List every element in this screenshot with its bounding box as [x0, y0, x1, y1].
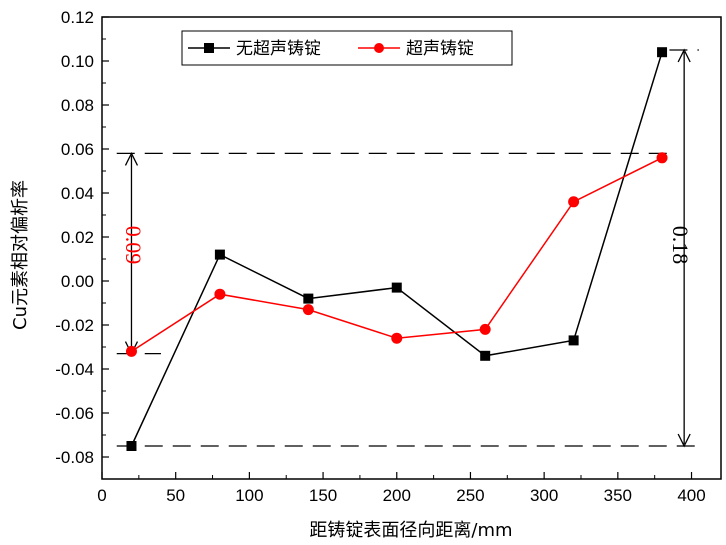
annotation-arrow-head-top-0: [124, 151, 139, 166]
plot-frame: [101, 16, 722, 480]
y-tick-label: -0.02: [55, 316, 94, 335]
data-point-circle: [656, 152, 668, 164]
x-tick-label: 150: [309, 486, 337, 505]
data-point-square: [214, 249, 225, 260]
series-layer: [125, 47, 668, 451]
data-point-square: [303, 293, 314, 304]
x-tick-label: 200: [383, 486, 411, 505]
x-tick-label: 250: [456, 486, 484, 505]
annotation-arrow-head-top-1: [677, 48, 691, 63]
x-axis-title: 距铸锭表面径向距离/mm: [309, 520, 512, 541]
legend-marker-no-ultrasonic: [204, 43, 214, 53]
y-tick-label: 0.06: [61, 140, 94, 159]
reference-lines: [116, 49, 699, 447]
annotation-arrow-head-bottom-1: [677, 433, 691, 448]
y-tick-label: 0.10: [61, 52, 94, 71]
y-tick-label: 0.12: [61, 8, 94, 27]
annotation-label-0.09: 0.09: [121, 226, 146, 265]
legend-label-no-ultrasonic: 无超声铸锭: [236, 39, 321, 59]
data-point-circle: [214, 288, 226, 300]
data-point-square: [391, 282, 402, 293]
y-tick-label: -0.04: [55, 360, 94, 379]
y-tick-label: -0.06: [55, 404, 94, 423]
y-tick-label: 0.00: [61, 272, 94, 291]
legend-label-ultrasonic: 超声铸锭: [406, 39, 474, 59]
x-tick-label: 300: [530, 486, 558, 505]
x-tick-label: 0: [97, 486, 106, 505]
data-point-circle: [125, 345, 137, 357]
legend-marker-ultrasonic: [374, 43, 384, 53]
y-axis-ticks: -0.08 -0.06 -0.04 -0.02 0.00 0.02 0.04 0.06 0.08…: [55, 8, 109, 467]
annotation-label-0.18: 0.18: [668, 226, 693, 265]
annotation-arrows: [124, 48, 691, 448]
legend: 无超声铸锭 超声铸锭: [181, 30, 513, 66]
x-tick-label: 350: [604, 486, 632, 505]
x-axis-ticks: 0 50 100 150 200 250 300 350 400: [97, 472, 706, 505]
data-point-circle: [479, 323, 491, 335]
data-point-circle: [391, 332, 403, 344]
data-point-circle: [302, 304, 314, 316]
data-point-square: [480, 350, 491, 361]
x-tick-label: 400: [677, 486, 705, 505]
y-tick-label: 0.08: [61, 96, 94, 115]
x-tick-label: 100: [235, 486, 263, 505]
y-tick-label: -0.08: [55, 448, 94, 467]
data-point-square: [657, 47, 668, 58]
data-point-square: [126, 441, 137, 451]
x-tick-label: 50: [166, 486, 185, 505]
y-axis-title: Cu元素相对偏析率: [10, 180, 31, 330]
series-line-0: [130, 51, 663, 447]
y-tick-label: 0.04: [61, 184, 94, 203]
series-line-1: [131, 157, 663, 353]
data-point-circle: [568, 196, 580, 208]
y-tick-label: 0.02: [61, 228, 94, 247]
legend-box: [181, 30, 513, 66]
data-point-square: [568, 335, 579, 346]
